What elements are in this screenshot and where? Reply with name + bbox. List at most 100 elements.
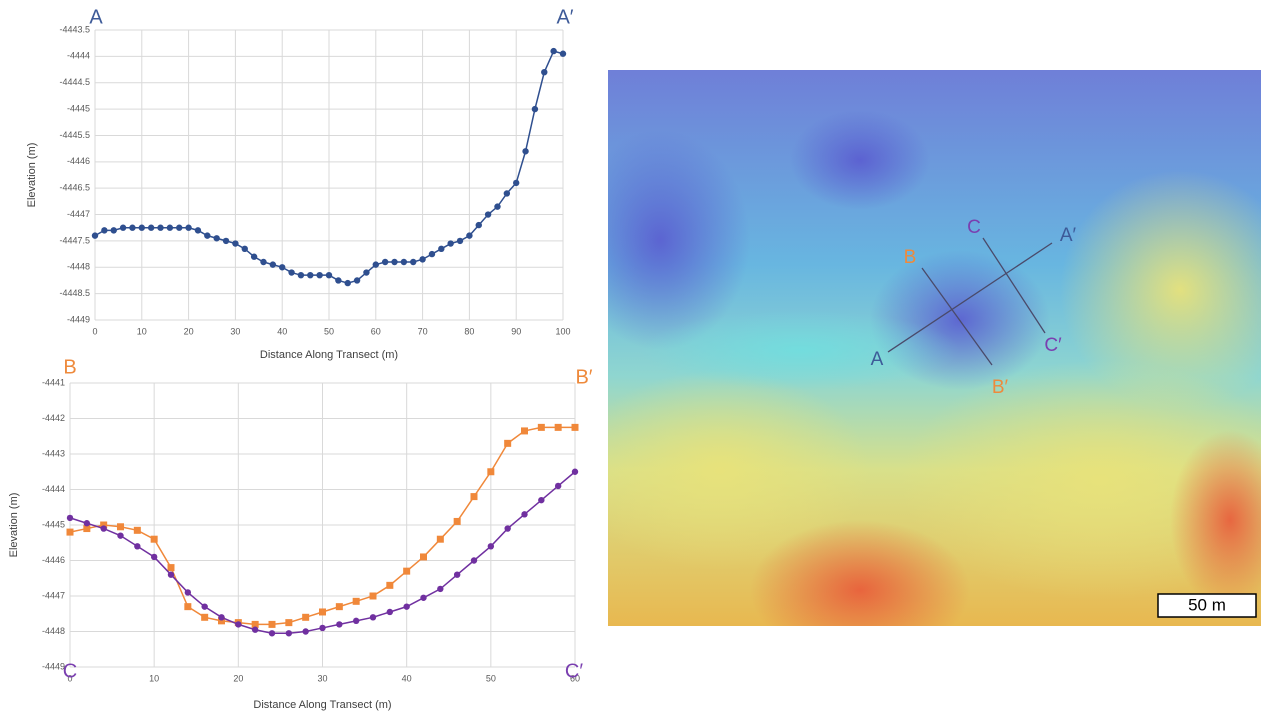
y-tick-label: -4448 xyxy=(67,262,90,272)
marker xyxy=(504,190,510,196)
marker xyxy=(298,272,304,278)
marker xyxy=(242,246,248,252)
marker xyxy=(521,427,528,434)
marker xyxy=(391,259,397,265)
marker xyxy=(504,525,510,531)
x-axis-label: Distance Along Transect (m) xyxy=(253,699,391,711)
marker xyxy=(504,440,511,447)
y-tick-label: -4447 xyxy=(67,209,90,219)
marker xyxy=(454,572,460,578)
x-tick-label: 40 xyxy=(402,673,412,683)
marker xyxy=(195,227,201,233)
marker xyxy=(326,272,332,278)
y-tick-label: -4445 xyxy=(67,103,90,113)
marker xyxy=(373,261,379,267)
y-tick-label: -4444 xyxy=(42,484,65,494)
x-tick-label: 0 xyxy=(92,326,97,336)
corner-label: C xyxy=(63,660,77,682)
marker xyxy=(403,603,409,609)
marker xyxy=(447,240,453,246)
marker xyxy=(560,51,566,57)
marker xyxy=(201,614,208,621)
x-tick-label: 10 xyxy=(137,326,147,336)
marker xyxy=(184,603,191,610)
x-tick-label: 100 xyxy=(555,326,570,336)
marker xyxy=(270,261,276,267)
transect-label: C xyxy=(967,217,981,238)
marker xyxy=(117,523,124,530)
y-tick-label: -4446 xyxy=(42,555,65,565)
x-tick-label: 70 xyxy=(418,326,428,336)
marker xyxy=(67,529,74,536)
marker xyxy=(370,614,376,620)
marker xyxy=(370,593,377,600)
marker xyxy=(429,251,435,257)
corner-label: B′ xyxy=(575,366,592,388)
marker xyxy=(288,269,294,275)
marker xyxy=(251,254,257,260)
marker xyxy=(129,225,135,231)
marker xyxy=(457,238,463,244)
marker xyxy=(252,627,258,633)
marker xyxy=(111,227,117,233)
marker xyxy=(476,222,482,228)
y-tick-label: -4444.5 xyxy=(59,77,90,87)
marker xyxy=(345,280,351,286)
x-tick-label: 80 xyxy=(464,326,474,336)
x-tick-label: 30 xyxy=(317,673,327,683)
marker xyxy=(420,553,427,560)
marker xyxy=(151,554,157,560)
marker xyxy=(354,277,360,283)
x-axis-label: Distance Along Transect (m) xyxy=(260,349,398,361)
y-axis-label: Elevation (m) xyxy=(8,493,20,558)
transect-label: A xyxy=(871,349,884,370)
marker xyxy=(454,518,461,525)
y-tick-label: -4441 xyxy=(42,377,65,387)
marker xyxy=(487,468,494,475)
marker xyxy=(494,203,500,209)
marker xyxy=(120,225,126,231)
x-tick-label: 20 xyxy=(233,673,243,683)
y-tick-label: -4445.5 xyxy=(59,130,90,140)
marker xyxy=(538,497,544,503)
marker xyxy=(353,618,359,624)
marker xyxy=(336,621,342,627)
corner-label: A xyxy=(89,6,103,28)
marker xyxy=(223,238,229,244)
scale-label: 50 m xyxy=(1188,595,1226,614)
marker xyxy=(420,595,426,601)
marker xyxy=(386,582,393,589)
marker xyxy=(148,225,154,231)
marker xyxy=(550,48,556,54)
marker xyxy=(168,564,175,571)
marker xyxy=(437,536,444,543)
y-tick-label: -4447.5 xyxy=(59,235,90,245)
map-image xyxy=(570,70,1261,660)
marker xyxy=(403,568,410,575)
marker xyxy=(167,225,173,231)
marker xyxy=(387,609,393,615)
marker xyxy=(513,180,519,186)
marker xyxy=(285,619,292,626)
y-tick-label: -4448.5 xyxy=(59,288,90,298)
marker xyxy=(235,621,241,627)
marker xyxy=(134,527,141,534)
x-tick-label: 50 xyxy=(486,673,496,683)
x-tick-label: 50 xyxy=(324,326,334,336)
marker xyxy=(269,630,275,636)
marker xyxy=(269,621,276,628)
y-tick-label: -4448 xyxy=(42,626,65,636)
marker xyxy=(67,515,73,521)
marker xyxy=(168,572,174,578)
x-tick-label: 60 xyxy=(371,326,381,336)
y-tick-label: -4449 xyxy=(42,661,65,671)
marker xyxy=(302,614,309,621)
marker xyxy=(176,225,182,231)
marker xyxy=(438,246,444,252)
marker xyxy=(471,493,478,500)
marker xyxy=(353,598,360,605)
marker xyxy=(363,269,369,275)
y-tick-label: -4449 xyxy=(67,314,90,324)
y-tick-label: -4442 xyxy=(42,413,65,423)
y-tick-label: -4446.5 xyxy=(59,183,90,193)
